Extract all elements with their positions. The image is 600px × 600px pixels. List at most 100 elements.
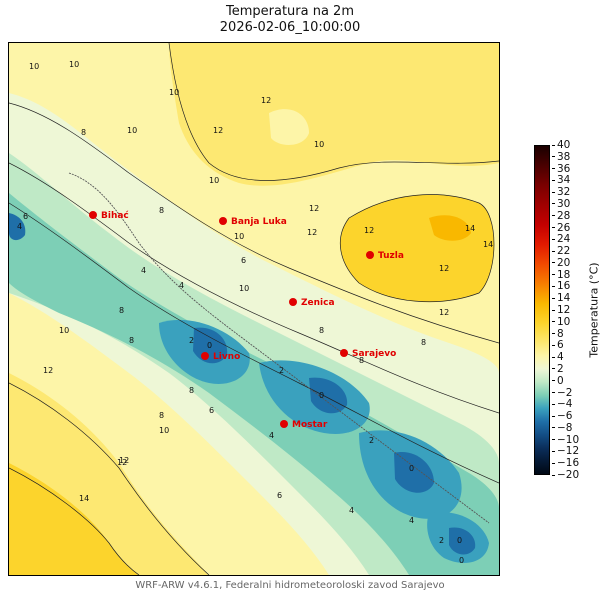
city-banja-luka[interactable]: Banja Luka <box>219 217 287 227</box>
contour-label: 6 <box>277 491 282 500</box>
contour-label: 14 <box>465 224 475 233</box>
city-marker <box>280 420 288 428</box>
contour-label: 4 <box>141 266 146 275</box>
contour-label: 8 <box>189 386 194 395</box>
zone-0-far-southeast <box>449 527 476 555</box>
city-zenica[interactable]: Zenica <box>289 298 335 308</box>
contour-label: 8 <box>129 336 134 345</box>
colorbar-tick: −8 <box>552 423 572 434</box>
colorbar-tick: 8 <box>552 329 564 340</box>
colorbar-tick: 30 <box>552 199 570 210</box>
contour-label: 6 <box>209 406 214 415</box>
contour-label: 10 <box>159 426 169 435</box>
contour-label: 12 <box>119 456 129 465</box>
contour-label: 4 <box>409 516 414 525</box>
contour-label: 2 <box>439 536 444 545</box>
city-marker <box>289 298 297 306</box>
colorbar-tick: 16 <box>552 281 570 292</box>
contour-label: 10 <box>239 284 249 293</box>
contour-label: 2 <box>279 366 284 375</box>
colorbar-tick: 2 <box>552 364 564 375</box>
contour-label: 8 <box>319 326 324 335</box>
zone-14-southwest <box>9 463 139 575</box>
city-label: Livno <box>213 352 240 362</box>
contour-label: 10 <box>314 140 324 149</box>
city-marker <box>340 349 348 357</box>
colorbar-tick: 14 <box>552 293 570 304</box>
contour-label: 8 <box>421 338 426 347</box>
contour-label: 4 <box>269 431 274 440</box>
border-line <box>68 172 490 524</box>
contour-label: 10 <box>169 88 179 97</box>
contour-label: 4 <box>17 222 22 231</box>
colorbar-tick: −4 <box>552 399 572 410</box>
colorbar-tick: 20 <box>552 258 570 269</box>
contour-label: 12 <box>439 308 449 317</box>
zone-12-north <box>169 43 499 186</box>
city-label: Tuzla <box>378 251 404 261</box>
city-mostar[interactable]: Mostar <box>280 420 328 430</box>
contour-label: 10 <box>59 326 69 335</box>
city-marker <box>219 217 227 225</box>
map-canvas: 10 10 10 10 12 12 12 10 10 8 8 8 10 12 1… <box>9 43 499 575</box>
city-label: Bihać <box>101 210 129 221</box>
contour-label: 10 <box>69 60 79 69</box>
zone-0-southeast <box>394 452 434 493</box>
contour-labels: 10 10 10 10 12 12 12 10 10 8 8 8 10 12 1… <box>17 60 493 565</box>
contour-label: 8 <box>159 411 164 420</box>
contour-label: 12 <box>439 264 449 273</box>
colorbar-tick: 4 <box>552 352 564 363</box>
colorbar <box>534 145 550 475</box>
contour-label: 12 <box>117 458 127 467</box>
colorbar-tick: 38 <box>552 152 570 163</box>
contour-label: 12 <box>261 96 271 105</box>
city-tuzla[interactable]: Tuzla <box>366 251 404 261</box>
contour-label: 14 <box>483 240 493 249</box>
city-marker <box>89 211 97 219</box>
contour-label: 12 <box>307 228 317 237</box>
colorbar-tick: 0 <box>552 376 564 387</box>
contour-label: 12 <box>309 204 319 213</box>
city-label: Mostar <box>292 420 328 430</box>
contour-label: 0 <box>409 464 414 473</box>
colorbar-tick: 24 <box>552 234 570 245</box>
city-bihac[interactable]: Bihać <box>89 210 129 221</box>
zone-10-patch <box>269 109 309 145</box>
contour-label: 4 <box>349 506 354 515</box>
contour-label: 6 <box>241 256 246 265</box>
colorbar-tick: 12 <box>552 305 570 316</box>
colorbar-ticks: 40 38 36 34 32 30 28 26 24 22 20 18 16 14 12 10 8 6 4 2 0 −2−… <box>552 140 582 480</box>
colorbar-tick: −10 <box>552 435 579 446</box>
colorbar-tick: 26 <box>552 222 570 234</box>
contour-label: 12 <box>364 226 374 235</box>
contour-label: 8 <box>81 128 86 137</box>
city-label: Banja Luka <box>231 217 287 227</box>
contour-label: 0 <box>207 341 212 350</box>
contour-label: 0 <box>457 536 462 545</box>
colorbar-tick: 18 <box>552 270 570 281</box>
colorbar-tick: 32 <box>552 187 570 198</box>
map-title: Temperatura na 2m <box>225 4 354 19</box>
contour-label: 0 <box>459 556 464 565</box>
footer-credit: WRF-ARW v4.6.1, Federalni hidrometeorolo… <box>135 580 445 591</box>
contour-label: 0 <box>319 391 324 400</box>
colorbar-tick: 34 <box>552 175 570 186</box>
contour-label: 6 <box>23 212 28 221</box>
city-livno[interactable]: Livno <box>201 352 240 362</box>
contour-label: 10 <box>234 232 244 241</box>
city-marker <box>366 251 374 259</box>
contour-label: 10 <box>209 176 219 185</box>
city-sarajevo[interactable]: Sarajevo <box>340 349 396 359</box>
contour-label: 10 <box>127 126 137 135</box>
city-marker <box>201 352 209 360</box>
colorbar-tick: 28 <box>552 211 570 222</box>
contour-label: 12 <box>213 126 223 135</box>
colorbar-tick: −6 <box>552 411 572 422</box>
colorbar-tick: 40 <box>552 140 570 151</box>
colorbar-tick: 6 <box>552 340 564 351</box>
contour-label: 2 <box>189 336 194 345</box>
contour-label: 14 <box>79 494 89 503</box>
temperature-map: 10 10 10 10 12 12 12 10 10 8 8 8 10 12 1… <box>8 42 500 576</box>
city-label: Zenica <box>301 298 335 308</box>
contour-lines <box>9 43 499 575</box>
